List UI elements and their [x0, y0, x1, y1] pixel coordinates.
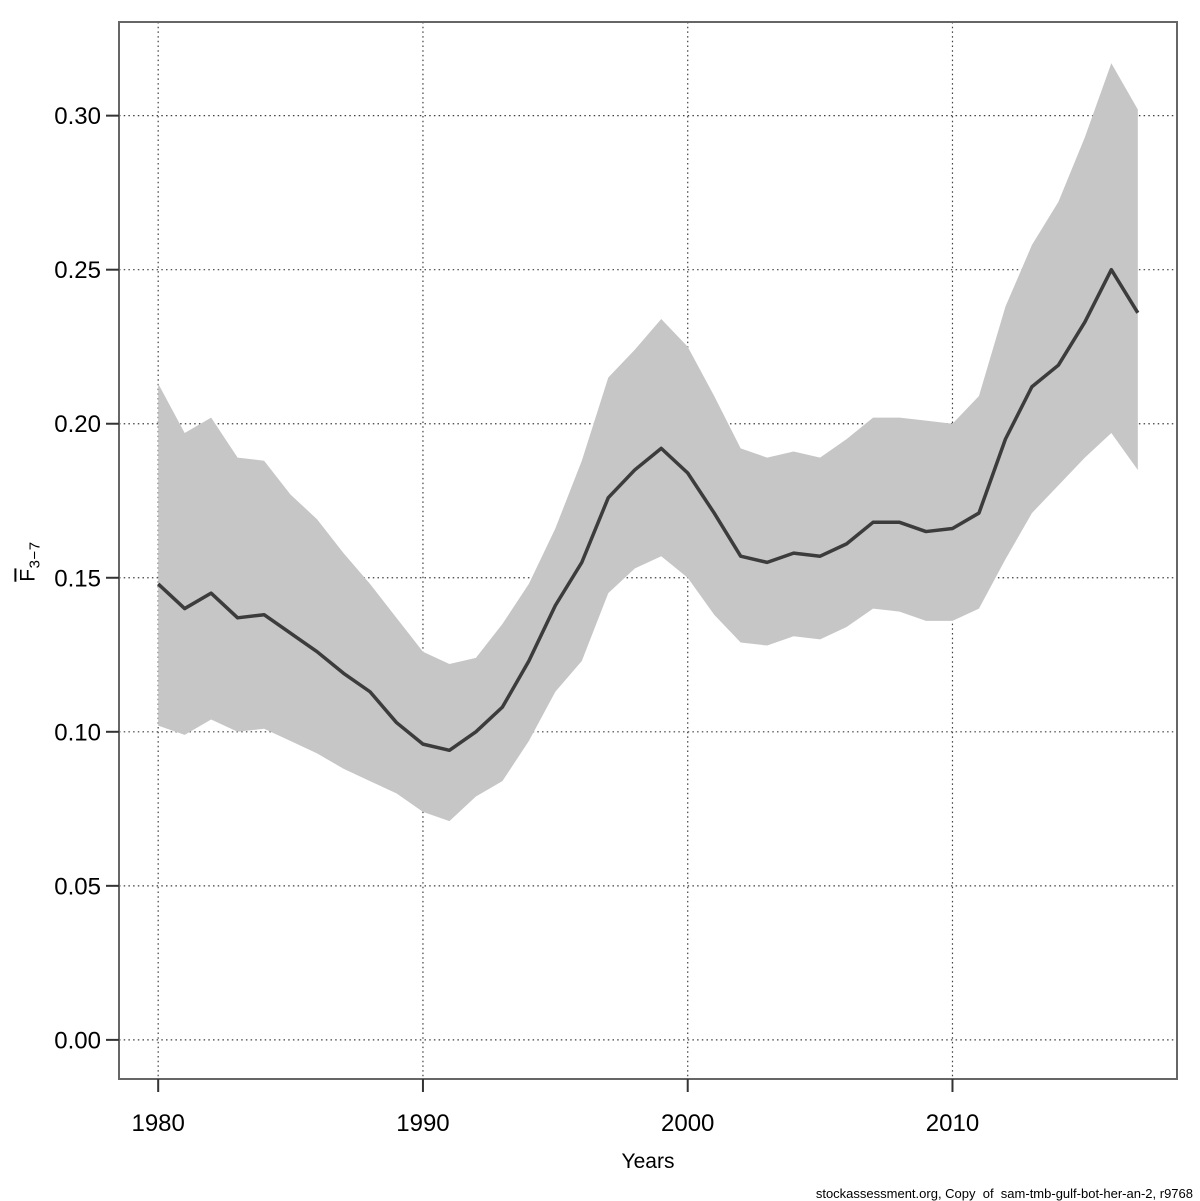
branding-text: stockassessment.org, Copy of sam-tmb-gul…	[815, 1186, 1193, 1201]
plot-border	[118, 21, 1178, 1080]
x-tick-label: 1980	[131, 1110, 184, 1137]
x-tick-label: 1990	[396, 1110, 449, 1137]
mean-line	[156, 267, 1140, 753]
y-tick-label: 0.00	[54, 1027, 101, 1054]
x-tick-label: 2000	[661, 1110, 714, 1137]
x-tick-label: 2010	[926, 1110, 979, 1137]
y-tick-label: 0.15	[54, 565, 101, 592]
y-tick-label: 0.30	[54, 103, 101, 130]
y-axis-label: F3−7	[16, 512, 43, 612]
y-axis-label-subscript: 3−7	[26, 541, 44, 569]
y-tick-label: 0.10	[54, 719, 101, 746]
y-tick-label: 0.25	[54, 257, 101, 284]
y-tick-label: 0.20	[54, 411, 101, 438]
y-axis-label-main: F	[16, 568, 40, 582]
confidence-band	[158, 63, 1138, 822]
x-axis-label: Years	[621, 1150, 675, 1173]
y-tick-label: 0.05	[54, 873, 101, 900]
